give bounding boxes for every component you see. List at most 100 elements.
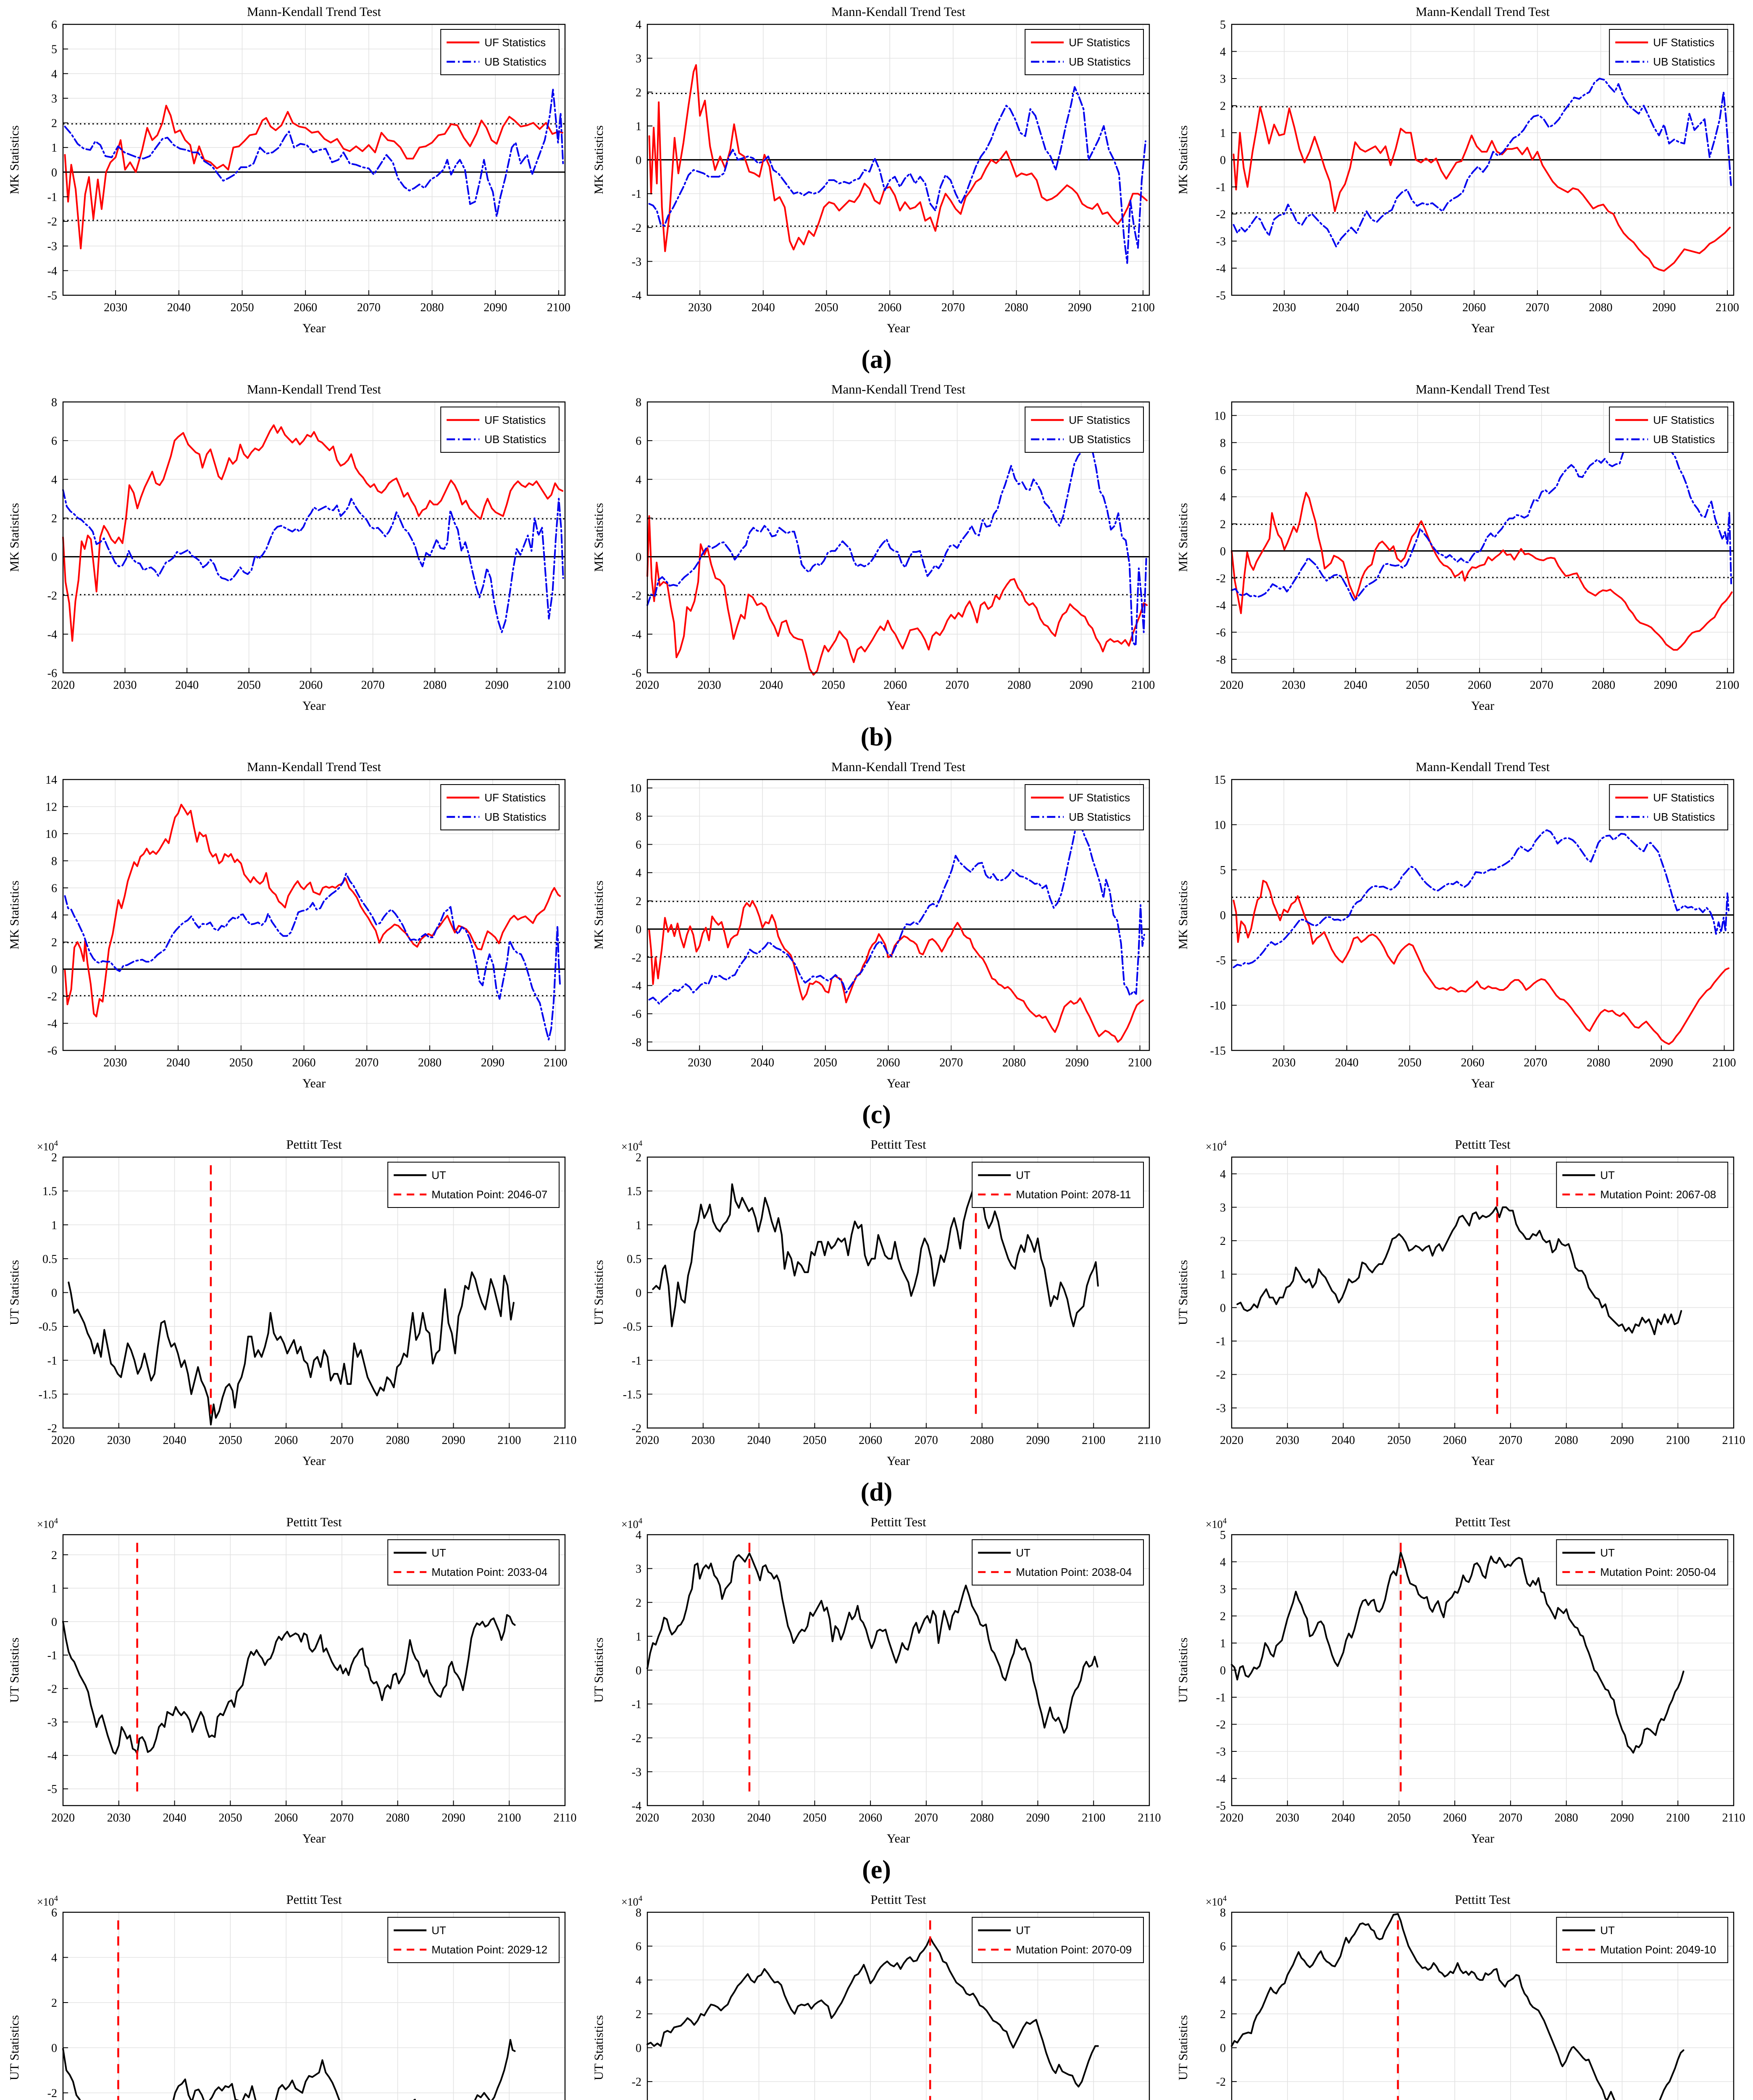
x-tick-label: 2070	[1499, 1434, 1522, 1447]
y-tick-label: -2	[47, 215, 57, 228]
chart-title: Pettitt Test	[870, 1515, 926, 1529]
y-tick-label: -3	[632, 255, 641, 268]
legend-label: UT	[1016, 1546, 1030, 1559]
x-tick-label: 2100	[1082, 1434, 1105, 1447]
d2-plot-svg: 2020 2030 2040 2050 2060 2070 2080 2090 2100 2110…	[584, 1133, 1169, 1474]
chart-pettitt-d2: 2020 2030 2040 2050 2060 2070 2080 2090 2100 2110…	[584, 1133, 1169, 1474]
y-tick-label: 2	[51, 936, 57, 949]
y-tick-label: 0	[1220, 154, 1226, 167]
UT-line	[1231, 1551, 1685, 1754]
row-label-e: (e)	[0, 1852, 1753, 1888]
x-tick-label: 2090	[1654, 679, 1677, 692]
y-tick-label: -4	[632, 979, 641, 992]
y-axis-label: UT Statistics	[8, 1638, 21, 1703]
x-tick-label: 2030	[688, 1056, 711, 1069]
data-series	[648, 64, 1148, 264]
y-tick-label: 8	[1220, 437, 1226, 450]
legend-label: UT	[1600, 1169, 1615, 1181]
legend-label: Mutation Point: 2046-07	[431, 1188, 547, 1201]
chart-mk-a1: 2030 2040 2050 2060 2070 2080 2090 2100 -5 -4 -3 -2…	[0, 0, 584, 341]
y-tick-label: 4	[636, 1529, 641, 1542]
x-tick-label: 2090	[1650, 1056, 1673, 1069]
y-tick-label: 0	[1220, 909, 1226, 922]
row-label-d-text: (d)	[860, 1478, 893, 1507]
legend-label: Mutation Point: 2033-04	[431, 1566, 547, 1578]
legend: UF Statistics UB Statistics	[440, 784, 560, 830]
y-axis-label: UT Statistics	[8, 1260, 21, 1325]
axis-ticks: 2020203020402050206020702080209021002110…	[1216, 1906, 1237, 2089]
x-tick-label: 2030	[1272, 301, 1296, 314]
UF Statistics-line	[1233, 106, 1731, 272]
y-tick-label: 1	[51, 142, 57, 155]
x-tick-label: 2090	[1065, 1056, 1089, 1069]
x-tick-label: 2080	[1007, 679, 1031, 692]
y-tick-label: 4	[51, 473, 57, 486]
y-tick-label: 2	[51, 1997, 57, 2010]
y-tick-label: 0.5	[627, 1253, 641, 1266]
y-tick-label: -1	[47, 1354, 57, 1368]
x-tick-label: 2110	[554, 1811, 577, 1824]
legend-label: UF Statistics	[484, 36, 546, 49]
x-tick-label: 2040	[747, 1434, 771, 1447]
y-tick-label: 3	[1220, 1583, 1226, 1596]
x-tick-label: 2050	[815, 301, 838, 314]
x-tick-label: 2100	[1666, 1434, 1690, 1447]
x-tick-label: 2030	[691, 1434, 715, 1447]
chart-mk-a3: 2030 2040 2050 2060 2070 2080 2090 2100 -5 -4 -3 -2…	[1169, 0, 1753, 341]
x-tick-label: 2040	[166, 1056, 190, 1069]
y-tick-label: 1	[636, 120, 641, 133]
x-axis-label: Year	[1471, 1454, 1494, 1468]
y-tick-label: -2	[47, 1422, 57, 1435]
chart-mk-c1: 2030 2040 2050 2060 2070 2080 2090 2100 -6 -4 -2 0 2…	[0, 755, 584, 1097]
y-tick-label: -1.5	[623, 1388, 641, 1401]
legend-label: UF Statistics	[1069, 36, 1130, 49]
UT-line	[647, 1937, 1099, 2088]
y-axis-label: MK Statistics	[8, 125, 21, 194]
x-tick-label: 2070	[1524, 1056, 1547, 1069]
x-tick-label: 2070	[1499, 1811, 1522, 1824]
y-tick-label: 0	[51, 166, 57, 179]
x-axis-label: Year	[1471, 1832, 1494, 1845]
UT-line	[1231, 1913, 1685, 2100]
legend-label: UT	[431, 1169, 446, 1181]
y-tick-label: 2	[1220, 1610, 1226, 1623]
legend-label: UT	[1016, 1169, 1030, 1181]
y-tick-label: 6	[636, 435, 641, 448]
axis-ticks: 2030 2040 2050 2060 2070 2080 2090 2100 -5 -4 -3 -2…	[1216, 18, 1739, 314]
legend: UF Statistics UB Statistics	[1609, 29, 1728, 75]
y-tick-label: 5	[1220, 864, 1226, 877]
y-tick-label: 2	[636, 1596, 641, 1609]
axes-frame	[62, 1534, 566, 1806]
x-tick-label: 2040	[175, 679, 199, 692]
data-series	[62, 2039, 516, 2100]
y-tick-label: -4	[632, 1800, 641, 1813]
UB Statistics-line	[1233, 78, 1732, 247]
UF Statistics-line	[648, 64, 1148, 252]
UF Statistics-line	[1231, 492, 1733, 651]
chart-title: Pettitt Test	[870, 1892, 926, 1907]
x-tick-label: 2050	[803, 1434, 826, 1447]
y-tick-label: 2	[1220, 2008, 1226, 2021]
y-tick-label: -5	[1216, 954, 1226, 967]
y-tick-label: 0	[636, 2042, 641, 2055]
chart-title: Mann-Kendall Trend Test	[831, 759, 966, 774]
y-tick-label: -4	[47, 628, 57, 641]
y-tick-label: 3	[1220, 1201, 1226, 1214]
legend-label: UT	[1016, 1924, 1030, 1937]
UB Statistics-line	[64, 873, 561, 1041]
x-tick-label: 2090	[1068, 301, 1091, 314]
x-tick-label: 2060	[299, 679, 323, 692]
y-tick-label: 1	[1220, 127, 1226, 140]
y-tick-label: 0	[636, 1664, 641, 1677]
x-axis-label: Year	[302, 699, 326, 713]
y-tick-label: -2	[1216, 1719, 1226, 1732]
y-tick-label: 4	[1220, 1556, 1226, 1569]
UF Statistics-line	[64, 803, 561, 1018]
legend-label: UT	[1600, 1546, 1615, 1559]
reference-lines	[63, 518, 565, 596]
y-tick-label: -6	[632, 1008, 641, 1021]
y-axis-label: UT Statistics	[592, 2015, 606, 2080]
x-axis-label: Year	[302, 1454, 326, 1468]
x-tick-label: 2030	[1272, 1056, 1296, 1069]
